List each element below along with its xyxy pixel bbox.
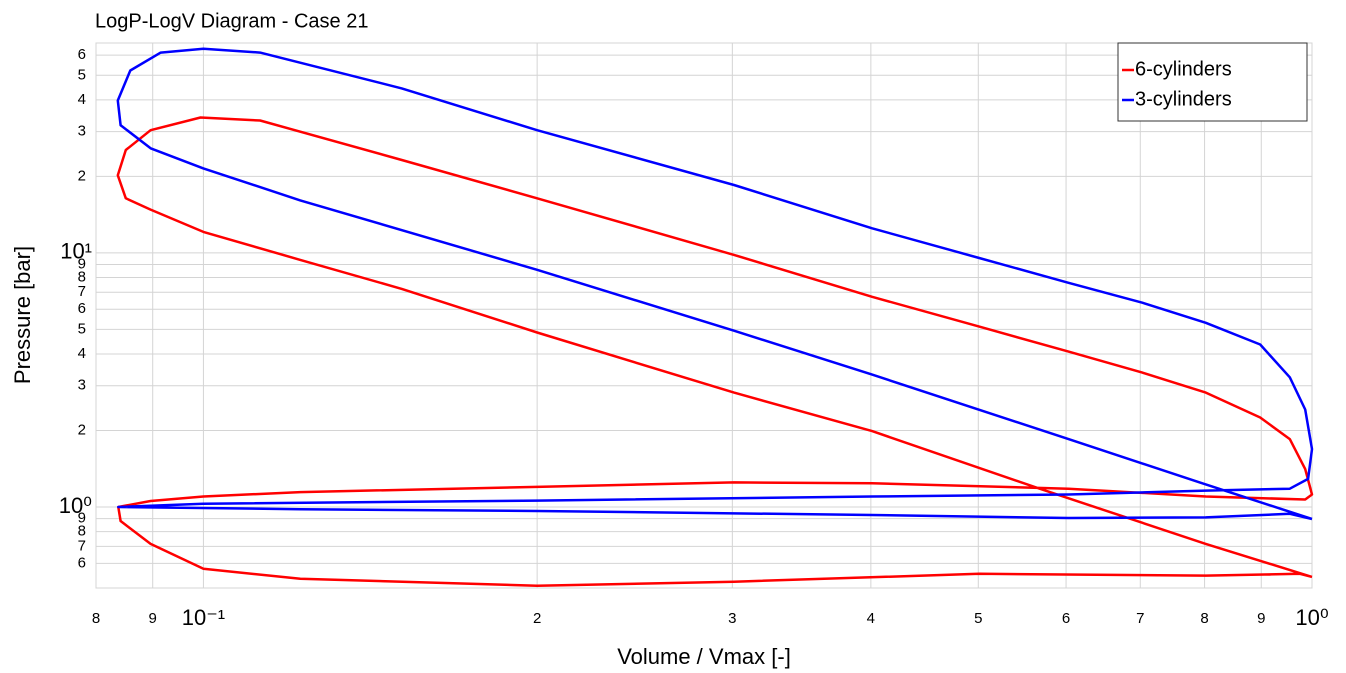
legend-label: 3-cylinders xyxy=(1135,88,1232,110)
series-line xyxy=(116,116,1314,587)
x-tick-label: 3 xyxy=(728,610,736,627)
y-tick-label: 3 xyxy=(78,377,86,394)
x-tick-label: 10⁻¹ xyxy=(182,605,225,630)
x-tick-label: 10⁰ xyxy=(1295,605,1328,630)
x-tick-label: 2 xyxy=(533,610,541,627)
y-tick-label: 9 xyxy=(78,256,86,273)
y-tick-label: 7 xyxy=(78,537,86,554)
x-tick-label: 7 xyxy=(1136,610,1144,627)
x-tick-label: 8 xyxy=(92,610,100,627)
y-tick-label: 4 xyxy=(78,91,86,108)
y-tick-label: 8 xyxy=(78,268,86,285)
y-axis-label: Pressure [bar] xyxy=(10,246,35,384)
y-tick-label: 2 xyxy=(78,167,86,184)
y-tick-label: 4 xyxy=(78,345,86,362)
y-tick-label: 9 xyxy=(78,510,86,527)
x-tick-label: 8 xyxy=(1200,610,1208,627)
x-tick-label: 5 xyxy=(974,610,982,627)
y-tick-label: 5 xyxy=(78,320,86,337)
y-tick-label: 8 xyxy=(78,523,86,540)
legend-label: 6-cylinders xyxy=(1135,58,1232,80)
y-tick-label: 10⁰ xyxy=(59,493,92,518)
x-axis-label: Volume / Vmax [-] xyxy=(617,644,791,669)
x-tick-label: 6 xyxy=(1062,610,1070,627)
plot-area xyxy=(95,42,1313,589)
legend: 6-cylinders 3-cylinders xyxy=(1117,42,1308,122)
series-line xyxy=(116,47,1314,521)
x-tick-label: 9 xyxy=(149,610,157,627)
y-tick-label: 6 xyxy=(78,46,86,63)
y-tick-label: 10¹ xyxy=(60,239,92,264)
chart-title: LogP-LogV Diagram - Case 21 xyxy=(95,10,368,32)
x-tick-label: 9 xyxy=(1257,610,1265,627)
legend-box xyxy=(1117,42,1308,122)
y-tick-label: 6 xyxy=(78,300,86,317)
x-tick-label: 4 xyxy=(867,610,875,627)
y-tick-label: 2 xyxy=(78,421,86,438)
y-tick-label: 7 xyxy=(78,283,86,300)
y-tick-label: 5 xyxy=(78,66,86,83)
y-tick-label: 3 xyxy=(78,123,86,140)
y-tick-label: 6 xyxy=(78,554,86,571)
